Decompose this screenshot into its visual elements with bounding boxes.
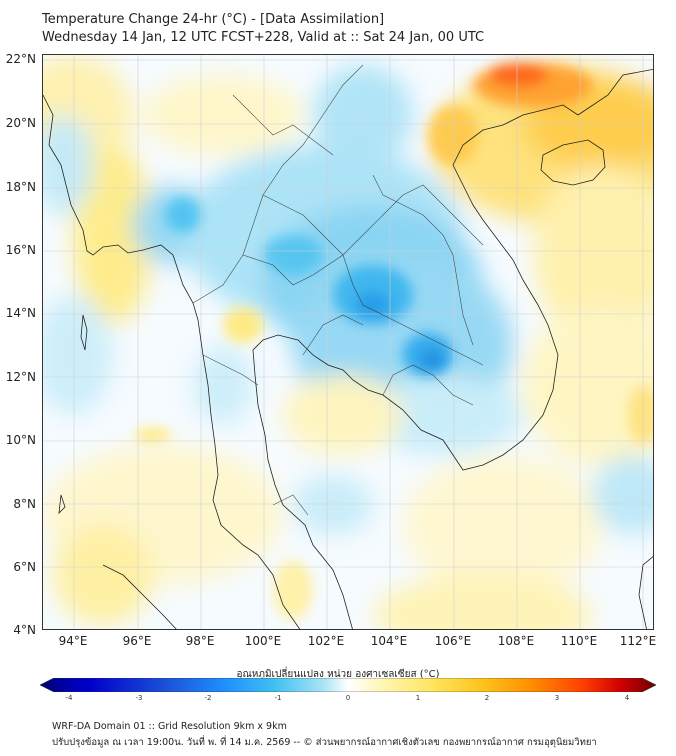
colorbar-tick: -3 bbox=[135, 694, 143, 702]
colorbar-tick: -2 bbox=[204, 694, 212, 702]
lat-label-4: 4°N bbox=[13, 623, 36, 637]
lon-label-94: 94°E bbox=[58, 634, 88, 648]
colorbar-tick: -1 bbox=[274, 694, 282, 702]
model-info: WRF-DA Domain 01 :: Grid Resolution 9km … bbox=[52, 721, 287, 732]
lat-label-22: 22°N bbox=[5, 52, 36, 66]
colorbar-tick: 3 bbox=[554, 694, 560, 702]
lon-label-96: 96°E bbox=[122, 634, 152, 648]
map-title: Temperature Change 24-hr (°C) - [Data As… bbox=[42, 12, 385, 27]
lon-label-110: 110°E bbox=[560, 634, 598, 648]
colorbar-tick: -4 bbox=[65, 694, 73, 702]
colorbar-tick: 4 bbox=[624, 694, 630, 702]
temperature-map bbox=[43, 55, 653, 629]
lat-label-12: 12°N bbox=[5, 370, 36, 384]
lon-label-112: 112°E bbox=[619, 634, 657, 648]
map-panel[interactable] bbox=[42, 54, 654, 630]
lat-label-10: 10°N bbox=[5, 433, 36, 447]
lon-label-108: 108°E bbox=[497, 634, 535, 648]
colorbar-tick: 1 bbox=[415, 694, 421, 702]
update-credit: ปรับปรุงข้อมูล ณ เวลา 19:00น. วันที่ พ. … bbox=[52, 737, 597, 748]
lat-label-6: 6°N bbox=[13, 560, 36, 574]
lon-label-106: 106°E bbox=[434, 634, 472, 648]
temperature-field bbox=[43, 55, 653, 629]
colorbar bbox=[40, 678, 656, 692]
lon-label-100: 100°E bbox=[244, 634, 282, 648]
colorbar-tick: 0 bbox=[345, 694, 351, 702]
colorbar-tick: 2 bbox=[484, 694, 490, 702]
coastlines bbox=[43, 68, 653, 629]
colorbar-label: อุณหภูมิเปลี่ยนแปลง หน่วย องศาเซลเซียส (… bbox=[236, 669, 440, 680]
lat-label-18: 18°N bbox=[5, 180, 36, 194]
lat-label-14: 14°N bbox=[5, 306, 36, 320]
lat-label-16: 16°N bbox=[5, 243, 36, 257]
lat-label-20: 20°N bbox=[5, 116, 36, 130]
lon-label-98: 98°E bbox=[185, 634, 215, 648]
lon-label-104: 104°E bbox=[370, 634, 408, 648]
graticule bbox=[43, 55, 653, 629]
lat-label-8: 8°N bbox=[13, 497, 36, 511]
country-borders bbox=[192, 64, 484, 516]
lon-label-102: 102°E bbox=[307, 634, 345, 648]
map-subtitle: Wednesday 14 Jan, 12 UTC FCST+228, Valid… bbox=[42, 30, 485, 45]
